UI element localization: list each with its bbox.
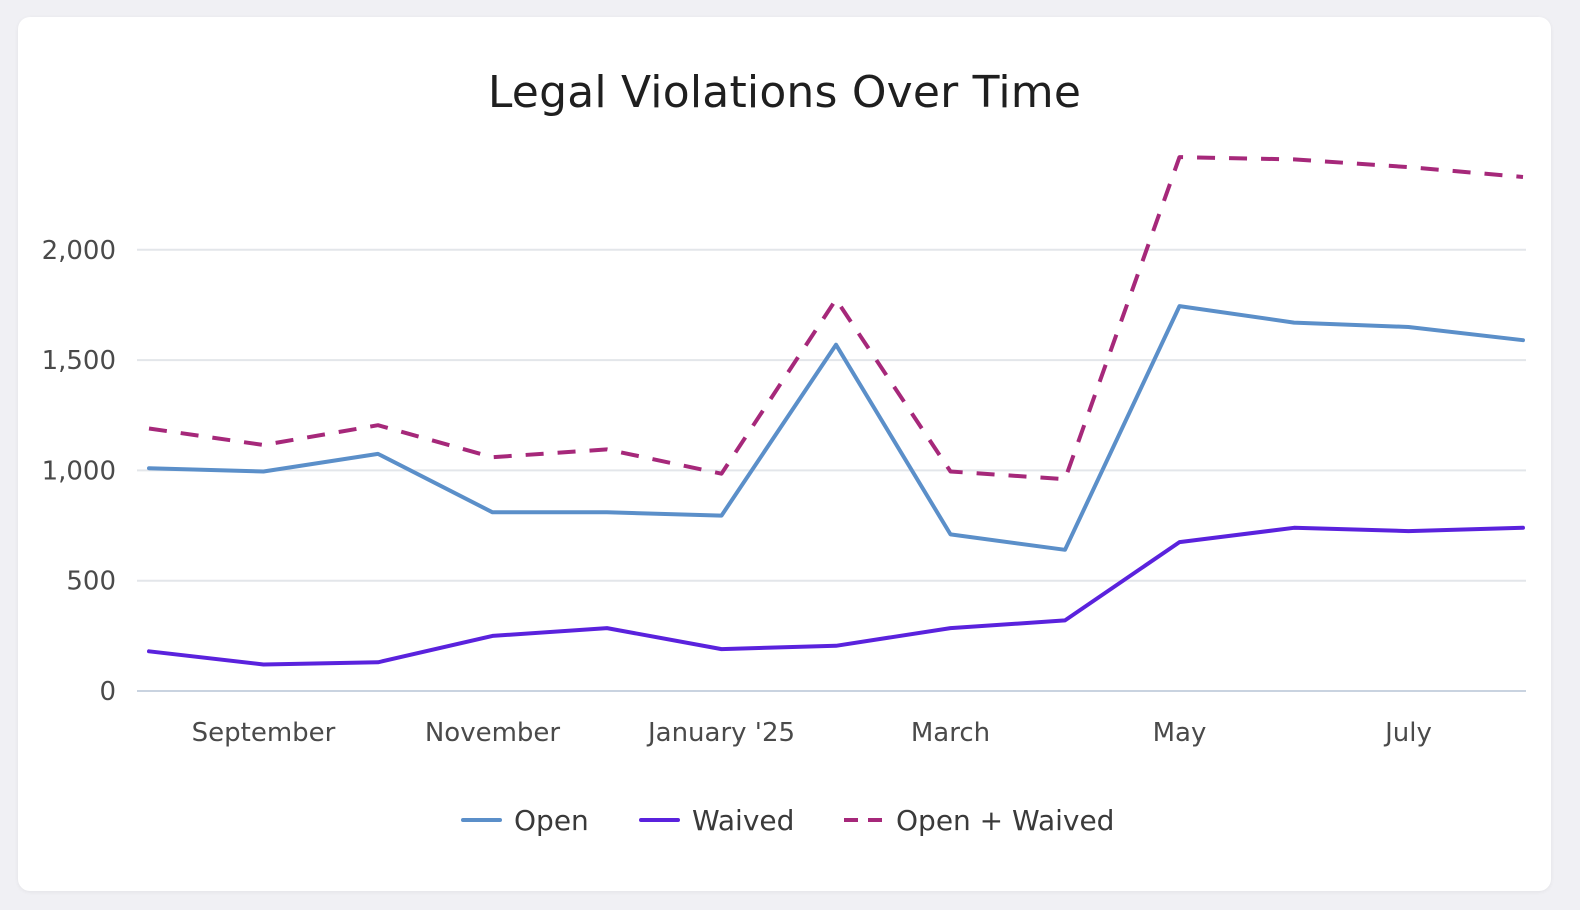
chart-card: Legal Violations Over Time: [18, 17, 1551, 891]
series-line-open-waived: [148, 155, 1524, 482]
x-tick-label: November: [425, 718, 561, 748]
legend-label: Open: [514, 804, 589, 837]
x-tick-label: September: [192, 718, 336, 748]
y-tick-label: 0: [99, 677, 116, 707]
x-tick-label: July: [1383, 718, 1432, 748]
y-tick-label: 1,500: [42, 346, 116, 376]
legend-label: Waived: [692, 804, 794, 837]
x-tick-label: January '25: [646, 718, 795, 748]
series-line-waived: [147, 525, 1525, 667]
y-tick-label: 2,000: [42, 236, 116, 266]
legend-label: Open + Waived: [896, 804, 1114, 837]
series-line-open: [147, 304, 1525, 552]
y-tick-label: 500: [66, 567, 116, 597]
x-tick-label: March: [911, 718, 990, 748]
chart-title: Legal Violations Over Time: [487, 67, 1082, 118]
x-tick-label: May: [1153, 718, 1207, 748]
y-tick-label: 1,000: [42, 456, 116, 486]
